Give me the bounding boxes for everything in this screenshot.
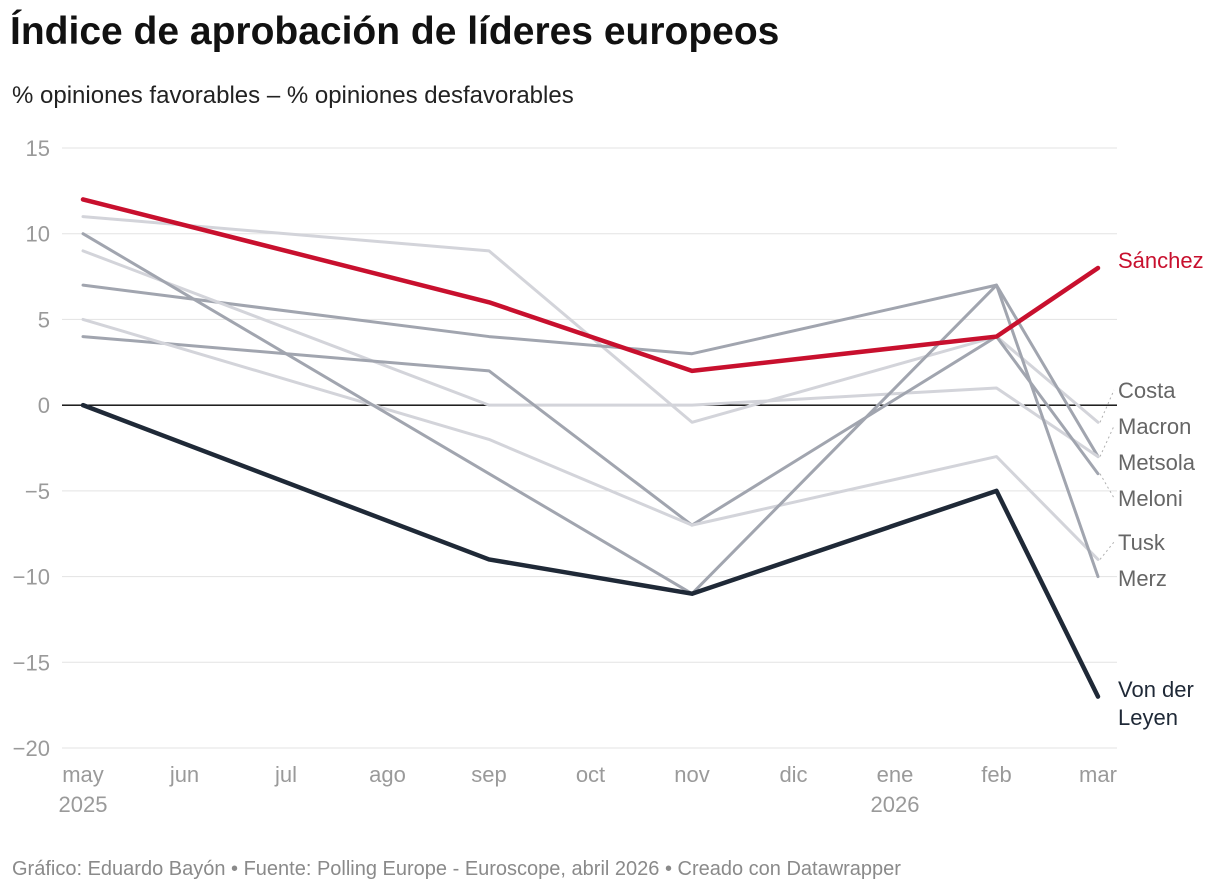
series-label-s-nchez: Sánchez xyxy=(1118,248,1204,273)
series-line-costa xyxy=(81,215,1100,424)
x-tick-label: may xyxy=(62,762,104,787)
x-year-label: 2026 xyxy=(871,792,920,817)
series-label-merz: Merz xyxy=(1118,566,1167,591)
series-label-tusk: Tusk xyxy=(1118,530,1166,555)
label-leader-costa xyxy=(1099,389,1115,423)
chart-subtitle: % opiniones favorables – % opiniones des… xyxy=(12,82,574,109)
label-leader-tusk xyxy=(1099,541,1115,560)
series-line-merz xyxy=(81,232,1100,596)
x-tick-label: ago xyxy=(369,762,406,787)
y-tick-label: −15 xyxy=(13,650,50,675)
series-label-von-der-leyen: Von der Leyen xyxy=(1118,677,1194,730)
y-tick-label: 10 xyxy=(26,222,50,247)
y-tick-label: 15 xyxy=(26,136,50,161)
x-tick-label: sep xyxy=(471,762,506,787)
chart-title: Índice de aprobación de líderes europeos xyxy=(10,10,780,53)
series-labels: Costa Macron Metsola Meloni Tusk Merz Von der L… xyxy=(1118,248,1204,730)
source-credit: Gráfico: Eduardo Bayón • Fuente: Polling… xyxy=(12,858,901,880)
y-tick-label: 0 xyxy=(38,393,50,418)
series-lines xyxy=(80,197,1101,699)
x-year-label: 2025 xyxy=(59,792,108,817)
x-tick-label: mar xyxy=(1079,762,1117,787)
series-line-s-nchez xyxy=(80,197,1101,374)
grid-lines xyxy=(62,147,1117,749)
series-line-tusk xyxy=(81,317,1100,561)
x-axis-ticks: may jun jul ago sep oct nov dic ene feb mar 2025 202… xyxy=(59,762,1117,817)
label-leader-lines xyxy=(1099,389,1115,560)
series-label-costa: Costa xyxy=(1118,378,1176,403)
y-tick-label: −10 xyxy=(13,565,50,590)
y-axis-ticks: 15 10 5 0 −5 −10 −15 −20 xyxy=(13,136,50,761)
x-tick-label: oct xyxy=(576,762,605,787)
series-line-von-der-leyen xyxy=(80,402,1101,699)
x-tick-label: ene xyxy=(877,762,914,787)
x-tick-label: jul xyxy=(274,762,297,787)
x-tick-label: feb xyxy=(981,762,1012,787)
y-tick-label: 5 xyxy=(38,307,50,332)
series-label-meloni: Meloni xyxy=(1118,486,1183,511)
series-line-macron xyxy=(81,283,1100,459)
x-tick-label: dic xyxy=(779,762,807,787)
y-tick-label: −5 xyxy=(25,479,50,504)
series-label-macron: Macron xyxy=(1118,414,1191,439)
x-tick-label: jun xyxy=(169,762,199,787)
series-line-metsola xyxy=(81,249,1100,459)
x-tick-label: nov xyxy=(674,762,709,787)
label-leader-meloni xyxy=(1099,473,1115,499)
label-leader-macron xyxy=(1099,425,1115,457)
y-tick-label: −20 xyxy=(13,736,50,761)
series-label-metsola: Metsola xyxy=(1118,450,1196,475)
